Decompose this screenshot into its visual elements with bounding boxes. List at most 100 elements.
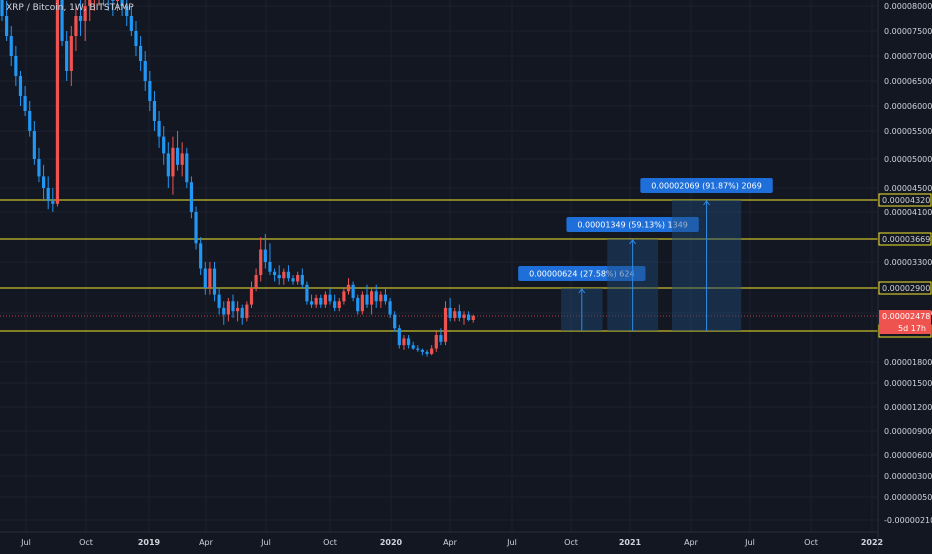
candle-body-31[interactable] (143, 61, 147, 81)
candle-body-91[interactable] (420, 349, 425, 352)
candle-body-56[interactable] (259, 249, 263, 275)
candle-body-89[interactable] (411, 345, 415, 349)
candle-body-93[interactable] (430, 348, 434, 354)
candle-body-99[interactable] (457, 311, 461, 318)
candle-body-102[interactable] (471, 316, 475, 320)
candle-body-68[interactable] (314, 297, 318, 305)
candle-body-73[interactable] (337, 301, 341, 308)
candle-body-58[interactable] (268, 262, 272, 272)
candle-body-67[interactable] (309, 301, 314, 305)
candle-body-81[interactable] (374, 291, 378, 302)
candle-body-94[interactable] (434, 335, 438, 349)
candle-body-74[interactable] (342, 291, 346, 302)
candle-body-87[interactable] (402, 338, 406, 346)
candle-body-30[interactable] (139, 46, 143, 61)
candle-body-82[interactable] (379, 294, 383, 302)
candle-body-19[interactable] (88, 0, 92, 6)
candle-body-11[interactable] (51, 201, 55, 204)
candle-body-86[interactable] (397, 328, 401, 346)
candle-body-35[interactable] (162, 136, 166, 154)
candle-body-53[interactable] (245, 304, 249, 318)
candle-body-8[interactable] (37, 159, 41, 177)
candle-body-41[interactable] (189, 182, 194, 212)
candle-body-33[interactable] (152, 101, 157, 121)
candle-body-46[interactable] (212, 268, 217, 295)
candle-body-66[interactable] (305, 284, 309, 302)
candle-body-37[interactable] (171, 147, 175, 177)
candle-body-84[interactable] (388, 301, 392, 315)
candle-body-24[interactable] (111, 0, 115, 1)
candle-body-78[interactable] (360, 294, 364, 312)
candle-body-45[interactable] (208, 268, 212, 289)
candle-body-18[interactable] (83, 6, 87, 21)
candle-body-69[interactable] (319, 297, 323, 305)
candle-body-42[interactable] (194, 212, 198, 244)
candle-body-63[interactable] (291, 278, 295, 282)
candle-body-38[interactable] (175, 147, 180, 165)
candle-body-54[interactable] (249, 288, 254, 305)
candle-body-72[interactable] (333, 301, 337, 308)
candle-body-32[interactable] (148, 81, 152, 101)
candle-body-92[interactable] (425, 351, 429, 354)
candle-body-55[interactable] (254, 275, 258, 288)
candle-body-101[interactable] (467, 314, 471, 320)
candle-body-12[interactable] (55, 0, 60, 204)
candle-body-34[interactable] (157, 121, 161, 137)
candle-body-25[interactable] (115, 0, 120, 1)
candle-body-10[interactable] (46, 188, 50, 202)
candle-body-1[interactable] (5, 16, 9, 36)
candle-body-51[interactable] (236, 307, 240, 312)
candle-body-3[interactable] (14, 56, 18, 76)
candle-body-79[interactable] (365, 294, 369, 305)
candle-body-60[interactable] (277, 275, 281, 279)
candle-body-29[interactable] (134, 31, 138, 46)
candle-body-52[interactable] (240, 307, 244, 318)
candle-body-90[interactable] (416, 348, 420, 350)
candle-body-7[interactable] (32, 131, 36, 159)
candle-body-43[interactable] (199, 243, 203, 269)
candle-body-88[interactable] (406, 338, 411, 346)
candle-body-75[interactable] (346, 284, 351, 292)
candle-body-65[interactable] (300, 275, 304, 285)
candle-body-77[interactable] (356, 297, 360, 312)
candle-body-4[interactable] (18, 76, 23, 96)
candle-body-95[interactable] (439, 335, 443, 342)
candle-body-71[interactable] (328, 294, 332, 302)
candle-body-28[interactable] (129, 16, 133, 31)
candle-body-49[interactable] (226, 301, 230, 315)
candle-body-9[interactable] (41, 176, 46, 188)
candle-body-57[interactable] (263, 249, 267, 262)
candle-body-85[interactable] (393, 314, 397, 329)
candle-body-14[interactable] (65, 41, 69, 71)
candle-body-83[interactable] (383, 294, 388, 302)
candle-body-26[interactable] (120, 0, 124, 6)
candle-body-50[interactable] (231, 301, 235, 312)
candle-body-97[interactable] (448, 307, 452, 318)
candle-body-27[interactable] (125, 6, 129, 16)
candle-body-36[interactable] (166, 153, 170, 177)
candle-body-0[interactable] (0, 0, 4, 16)
candle-body-16[interactable] (74, 16, 78, 36)
candle-body-48[interactable] (222, 307, 226, 315)
candle-body-70[interactable] (323, 294, 327, 305)
candle-body-15[interactable] (69, 36, 73, 71)
candle-body-96[interactable] (443, 307, 448, 342)
candle-body-62[interactable] (286, 271, 291, 279)
candle-body-40[interactable] (185, 153, 189, 183)
candle-body-13[interactable] (60, 0, 64, 41)
candle-body-80[interactable] (370, 291, 374, 305)
candle-body-44[interactable] (203, 268, 207, 289)
candle-body-2[interactable] (9, 36, 13, 56)
candle-body-98[interactable] (453, 311, 457, 318)
candle-body-39[interactable] (180, 153, 184, 165)
candle-body-59[interactable] (272, 271, 277, 275)
candle-body-6[interactable] (28, 111, 32, 131)
candle-body-64[interactable] (296, 275, 300, 282)
candle-body-61[interactable] (282, 271, 286, 279)
candle-body-76[interactable] (351, 284, 355, 298)
candle-body-47[interactable] (217, 294, 221, 308)
candle-body-17[interactable] (78, 16, 83, 21)
candle-body-100[interactable] (462, 314, 466, 318)
